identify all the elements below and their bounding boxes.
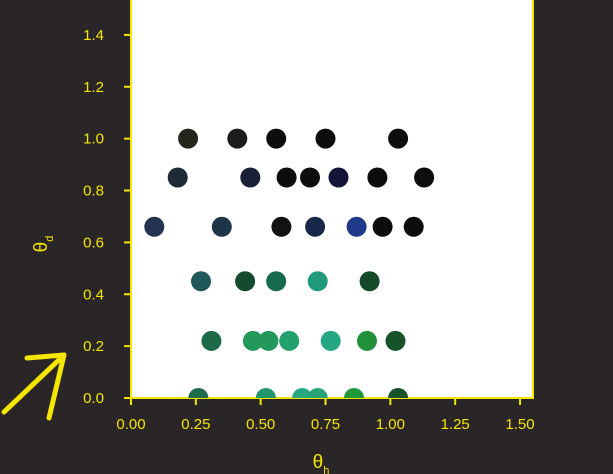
data-point-16 [346, 216, 367, 237]
data-point-32 [255, 388, 276, 398]
x-tick-label-3: 0.75 [311, 416, 340, 433]
y-tick-label-3: 0.6 [83, 234, 104, 251]
x-tick-label-1: 0.25 [181, 416, 210, 433]
data-point-30 [385, 330, 406, 351]
y-tick-label-1: 0.2 [83, 338, 104, 355]
x-tick-label-6: 1.50 [505, 416, 534, 433]
data-point-35 [344, 388, 364, 398]
data-point-28 [320, 330, 341, 351]
y-tick-label-5: 1.0 [83, 131, 104, 148]
data-point-26 [258, 330, 279, 351]
data-point-14 [271, 216, 292, 237]
data-point-20 [235, 271, 256, 292]
data-point-7 [276, 167, 297, 188]
y-axis-label: θd [31, 236, 56, 253]
data-point-36 [388, 388, 409, 398]
data-point-13 [211, 216, 232, 237]
data-point-15 [305, 216, 326, 237]
data-point-34 [307, 388, 328, 398]
data-point-21 [266, 271, 287, 292]
y-tick-label-2: 0.4 [83, 286, 104, 303]
data-point-10 [367, 167, 388, 188]
data-point-25 [242, 330, 263, 351]
data-point-11 [414, 167, 435, 188]
data-point-22 [307, 271, 328, 292]
data-point-17 [372, 216, 393, 237]
x-tick-label-4: 1.00 [376, 416, 405, 433]
data-point-1 [227, 128, 248, 149]
data-point-33 [292, 388, 313, 398]
data-point-31 [188, 388, 209, 398]
data-point-12 [144, 216, 165, 237]
data-point-9 [328, 167, 349, 188]
y-tick-label-6: 1.2 [83, 79, 104, 96]
data-point-29 [357, 330, 377, 351]
data-point-0 [178, 128, 199, 149]
data-point-24 [201, 330, 222, 351]
data-point-5 [167, 167, 188, 188]
data-point-18 [403, 216, 424, 237]
data-point-6 [240, 167, 261, 188]
data-point-19 [191, 271, 211, 292]
data-point-3 [315, 128, 336, 149]
data-point-4 [388, 128, 409, 149]
x-tick-label-2: 0.50 [246, 416, 275, 433]
y-tick-label-7: 1.4 [83, 27, 104, 44]
axes: 0.00 0.25 0.50 0.75 1.00 1.25 1.50 0.0 0.2 0.4 0.6… [83, 27, 534, 433]
x-tick-label-0: 0.00 [116, 416, 145, 433]
data-points [144, 128, 435, 398]
x-tick-label-5: 1.25 [441, 416, 470, 433]
y-tick-label-4: 0.8 [83, 183, 104, 200]
annotation-arrow-icon [1, 352, 67, 421]
data-point-2 [266, 128, 287, 149]
data-point-23 [359, 271, 380, 292]
data-point-27 [279, 330, 300, 351]
x-axis-label: θh [313, 452, 330, 474]
y-tick-label-0: 0.0 [83, 390, 104, 407]
data-point-8 [300, 167, 320, 188]
